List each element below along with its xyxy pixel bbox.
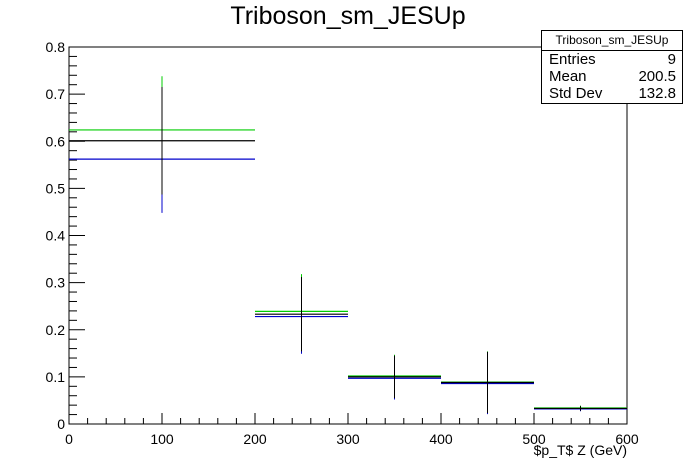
y-tick-label: 0.8 <box>46 39 66 55</box>
y-tick-label: 0 <box>57 416 65 432</box>
y-tick-label: 0.2 <box>46 322 66 338</box>
y-tick-label: 0.7 <box>46 86 66 102</box>
x-tick-label: 600 <box>615 431 639 447</box>
stats-row-entries: Entries 9 <box>542 51 682 68</box>
stats-label: Std Dev <box>549 85 603 102</box>
stats-row-stddev: Std Dev 132.8 <box>542 85 682 102</box>
y-tick-label: 0.3 <box>46 275 66 291</box>
chart-title: Triboson_sm_JESUp <box>230 2 466 30</box>
stats-box: Triboson_sm_JESUp Entries 9 Mean 200.5 S… <box>541 30 683 104</box>
x-axis-label: $p_T$ Z (GeV) <box>534 442 627 458</box>
x-tick-label: 500 <box>522 431 546 447</box>
x-tick-label: 100 <box>150 431 174 447</box>
x-tick-label: 200 <box>243 431 267 447</box>
stats-row-mean: Mean 200.5 <box>542 68 682 85</box>
x-tick-label: 0 <box>65 431 73 447</box>
stats-value: 9 <box>667 51 676 68</box>
stats-value: 132.8 <box>638 85 676 102</box>
stats-label: Entries <box>549 51 596 68</box>
y-tick-label: 0.4 <box>46 228 66 244</box>
x-tick-label: 300 <box>336 431 360 447</box>
stats-value: 200.5 <box>638 68 676 85</box>
y-tick-label: 0.1 <box>46 369 66 385</box>
stats-label: Mean <box>549 68 587 85</box>
x-tick-label: 400 <box>429 431 453 447</box>
y-tick-label: 0.5 <box>46 180 66 196</box>
y-tick-label: 0.6 <box>46 133 66 149</box>
stats-box-name: Triboson_sm_JESUp <box>542 31 682 51</box>
